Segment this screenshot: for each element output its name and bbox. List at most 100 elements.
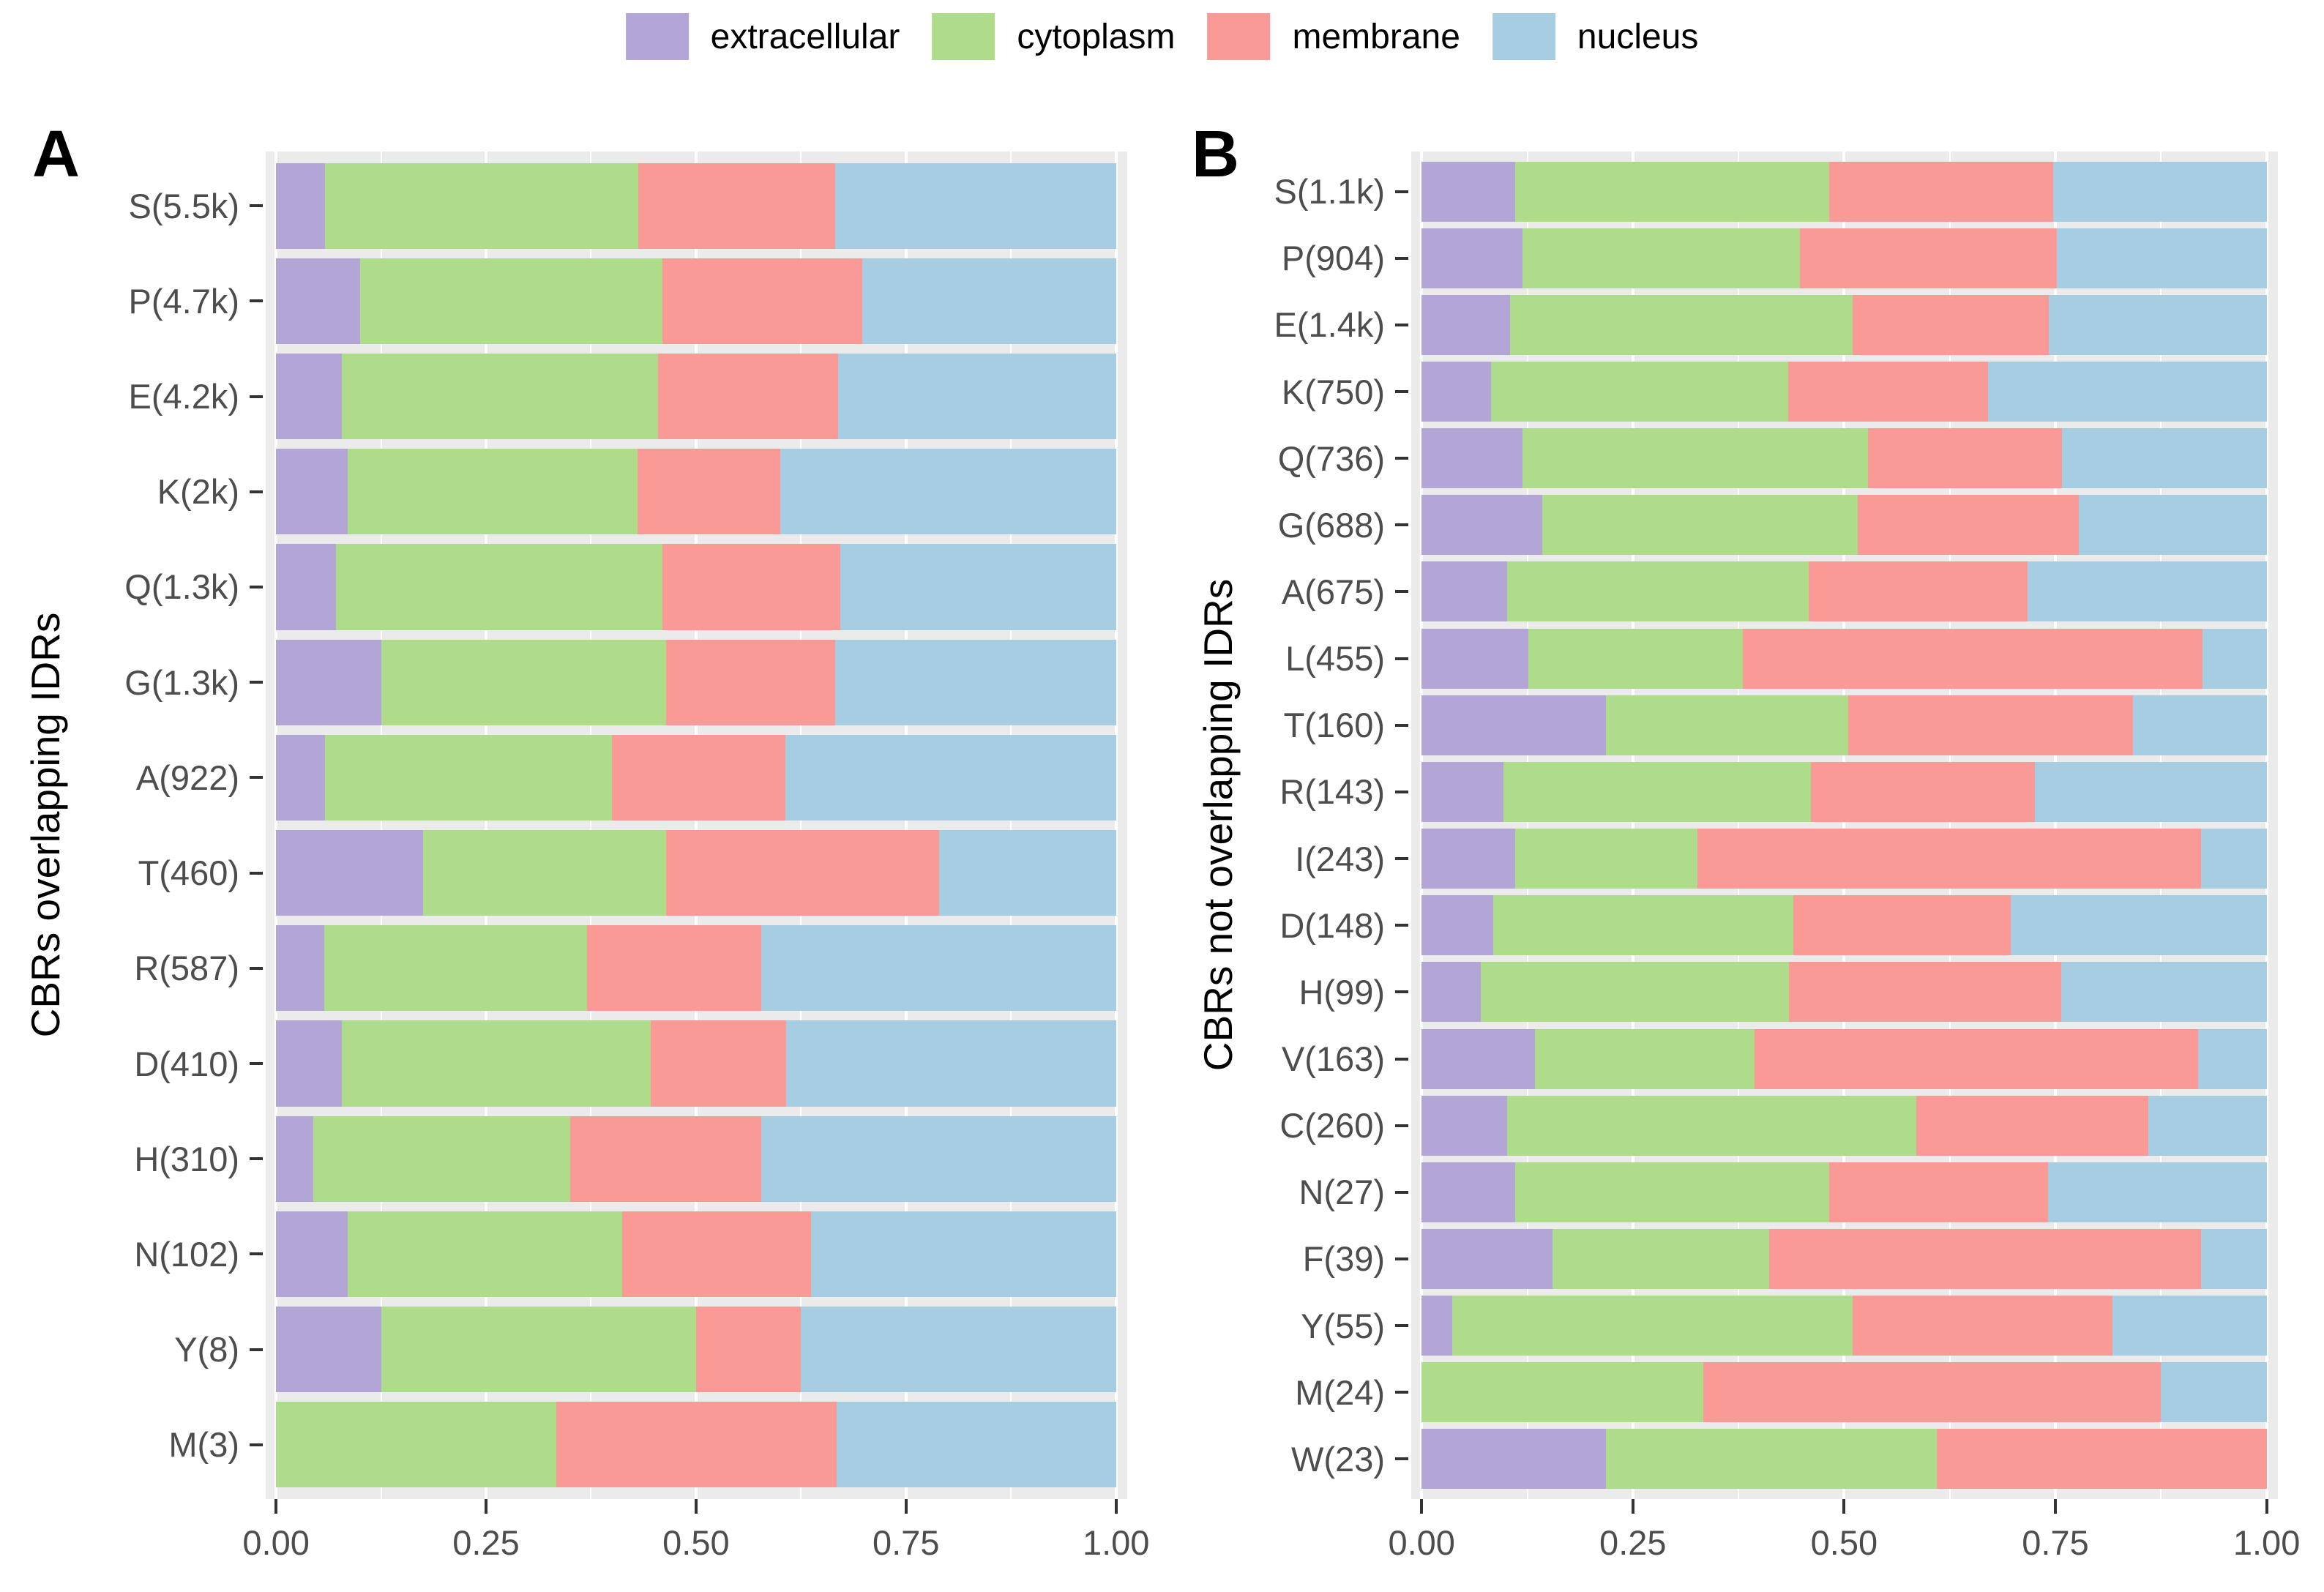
minor-gridline — [800, 152, 802, 1499]
bar-segment-membrane — [1742, 628, 2202, 689]
bar-segment-extracellular — [1421, 628, 1528, 689]
stacked-bar — [1421, 561, 2267, 622]
bar-row — [1421, 959, 2267, 1025]
y-axis-label-row: L(455) — [1189, 625, 1408, 692]
y-tick-mark — [250, 204, 263, 208]
x-tick-mark — [1114, 1499, 1118, 1514]
legend-label: membrane — [1292, 17, 1460, 56]
category-label: T(160) — [1283, 706, 1385, 745]
bar-segment-extracellular — [276, 830, 423, 916]
bar-segment-extracellular — [1421, 495, 1543, 556]
bar-segment-nucleus — [2027, 561, 2267, 622]
bar-segment-extracellular — [1421, 428, 1522, 489]
stacked-bar — [276, 925, 1116, 1012]
bar-segment-nucleus — [938, 830, 1116, 916]
bar-segment-cytoplasm — [1481, 962, 1790, 1023]
bar-segment-extracellular — [276, 449, 348, 535]
y-axis-label-row: K(750) — [1189, 358, 1408, 425]
nucleus-swatch-icon — [1492, 13, 1555, 60]
y-tick-mark — [250, 1062, 263, 1066]
bar-segment-membrane — [1768, 1228, 2201, 1289]
category-label: F(39) — [1302, 1239, 1385, 1279]
bar-row — [1421, 692, 2267, 758]
stacked-bar — [276, 1020, 1116, 1107]
y-axis-label-row: H(310) — [21, 1111, 263, 1206]
bar-row — [276, 1111, 1116, 1206]
category-label: N(102) — [134, 1234, 239, 1274]
y-axis-label-row: R(587) — [21, 921, 263, 1016]
bar-segment-extracellular — [1421, 294, 1511, 355]
bar-row — [276, 921, 1116, 1016]
bar-segment-membrane — [1916, 1095, 2148, 1156]
y-tick-mark — [1395, 1190, 1408, 1194]
bar-row — [1421, 158, 2267, 225]
stacked-bar — [276, 1115, 1116, 1202]
stacked-bar — [276, 162, 1116, 249]
stacked-bar — [1421, 294, 2267, 355]
stacked-bar — [276, 1211, 1116, 1298]
category-label: A(922) — [135, 758, 239, 797]
category-label: G(1.3k) — [124, 662, 239, 702]
bar-row — [276, 539, 1116, 635]
bar-segment-nucleus — [2133, 695, 2267, 755]
bar-row — [1421, 1159, 2267, 1225]
bar-segment-membrane — [1755, 1028, 2199, 1089]
bar-row — [276, 635, 1116, 730]
bar-segment-extracellular — [1421, 895, 1494, 956]
bar-segment-nucleus — [2048, 294, 2267, 355]
x-tick-mark — [694, 1499, 698, 1514]
bar-segment-membrane — [556, 1402, 837, 1488]
y-axis-label-row: I(243) — [1189, 826, 1408, 892]
y-tick-mark — [1395, 657, 1408, 660]
bar-row — [276, 158, 1116, 253]
x-tick-label: 0.25 — [1599, 1523, 1667, 1562]
bar-segment-cytoplasm — [1515, 161, 1829, 222]
bar-row — [1421, 892, 2267, 959]
major-gridline — [485, 152, 488, 1499]
bar-segment-cytoplasm — [313, 1115, 570, 1202]
bar-segment-nucleus — [836, 1402, 1116, 1488]
stacked-bar — [1421, 895, 2267, 956]
bar-segment-membrane — [695, 1307, 802, 1393]
bar-segment-cytoplasm — [324, 734, 613, 821]
stacked-bar — [1421, 695, 2267, 755]
bar-segment-cytoplasm — [1493, 895, 1794, 956]
bar-segment-extracellular — [276, 162, 325, 249]
bar-segment-nucleus — [837, 353, 1116, 440]
bar-segment-nucleus — [2057, 228, 2267, 288]
stacked-bar — [1421, 428, 2267, 489]
y-tick-mark — [1395, 723, 1408, 727]
bar-row — [276, 348, 1116, 444]
bar-segment-cytoplasm — [381, 1307, 696, 1393]
stacked-bar — [276, 1402, 1116, 1488]
y-axis-label-row: A(922) — [21, 730, 263, 825]
y-tick-mark — [1395, 1124, 1408, 1127]
bar-segment-cytoplasm — [1534, 1028, 1755, 1089]
x-tick-mark — [2054, 1499, 2057, 1514]
y-tick-mark — [250, 1348, 263, 1351]
y-tick-mark — [1395, 590, 1408, 594]
x-tick-mark — [1420, 1499, 1424, 1514]
bar-segment-cytoplasm — [1522, 428, 1868, 489]
stacked-bar — [1421, 495, 2267, 556]
y-tick-mark — [250, 299, 263, 303]
bar-row — [1421, 826, 2267, 892]
y-axis-label-row: S(1.1k) — [1189, 158, 1408, 225]
y-tick-mark — [250, 1443, 263, 1446]
x-axis: 0.00 0.25 0.50 0.75 1.00 — [1388, 1499, 2300, 1587]
bar-segment-cytoplasm — [1510, 294, 1853, 355]
bar-segment-nucleus — [840, 544, 1116, 630]
bar-row — [1421, 625, 2267, 692]
bar-segment-cytoplasm — [1506, 561, 1809, 622]
y-tick-mark — [250, 871, 263, 875]
category-label: V(163) — [1281, 1039, 1385, 1079]
bar-segment-nucleus — [2061, 962, 2267, 1023]
bar-segment-nucleus — [785, 1020, 1116, 1107]
bar-segment-nucleus — [835, 639, 1116, 725]
bar-segment-extracellular — [276, 734, 325, 821]
y-tick-mark — [1395, 790, 1408, 793]
legend: extracellular cytoplasm membrane nucleus — [625, 13, 1698, 60]
bar-segment-nucleus — [2161, 1362, 2267, 1423]
bar-segment-cytoplasm — [422, 830, 666, 916]
